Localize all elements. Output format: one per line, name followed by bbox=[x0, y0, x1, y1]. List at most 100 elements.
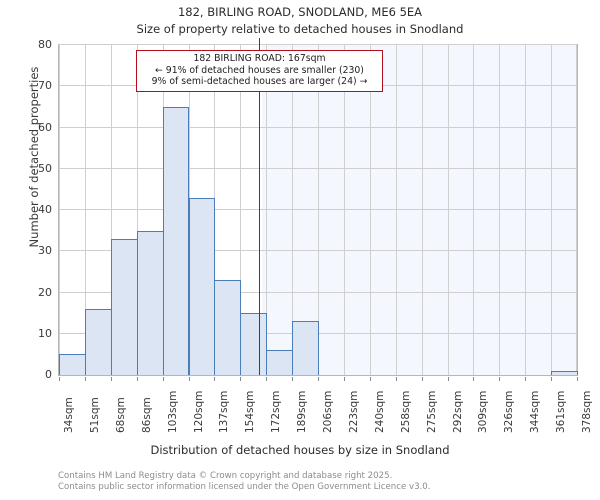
x-axis-tick-mark bbox=[59, 377, 60, 381]
x-axis-tick-label: 51sqm bbox=[88, 397, 101, 433]
x-axis-tick-label: 103sqm bbox=[166, 390, 179, 433]
y-axis-label: Number of detached properties bbox=[27, 66, 41, 248]
chart-subtitle: Size of property relative to detached ho… bbox=[136, 22, 464, 36]
x-axis-label: Distribution of detached houses by size … bbox=[150, 443, 450, 457]
histogram-bar bbox=[266, 350, 294, 375]
x-axis-tick-mark bbox=[84, 377, 86, 381]
x-axis-tick-mark bbox=[318, 377, 319, 381]
histogram-bar bbox=[110, 238, 138, 375]
x-axis-tick-label: 223sqm bbox=[347, 390, 360, 433]
annotation-line-1: 182 BIRLING ROAD: 167sqm bbox=[193, 53, 326, 64]
y-axis-tick-label: 0 bbox=[45, 368, 52, 381]
histogram-bar bbox=[162, 106, 190, 375]
gridline-horizontal bbox=[59, 167, 577, 169]
x-axis-tick-label: 154sqm bbox=[244, 390, 257, 433]
gridline-vertical bbox=[266, 45, 268, 375]
x-axis-tick-mark bbox=[343, 377, 345, 381]
y-axis-tick-label: 50 bbox=[38, 161, 52, 175]
gridline-vertical bbox=[343, 45, 345, 375]
gridline-vertical bbox=[59, 45, 60, 375]
plot-area bbox=[58, 44, 578, 376]
gridline-vertical bbox=[525, 45, 527, 375]
x-axis-tick-mark bbox=[577, 377, 578, 381]
x-axis-tick-label: 240sqm bbox=[373, 390, 386, 433]
x-axis-tick-label: 275sqm bbox=[425, 390, 438, 433]
gridline-horizontal bbox=[59, 209, 577, 210]
gridline-vertical bbox=[84, 45, 86, 375]
gridline-vertical bbox=[421, 45, 423, 375]
x-axis-tick-mark bbox=[292, 377, 294, 381]
x-axis-tick-label: 378sqm bbox=[581, 390, 593, 433]
annotation-line-2: ← 91% of detached houses are smaller (23… bbox=[155, 64, 364, 76]
annotation-line-3: 9% of semi-detached houses are larger (2… bbox=[151, 76, 368, 87]
gridline-vertical bbox=[292, 45, 294, 375]
x-axis-tick-label: 361sqm bbox=[555, 390, 568, 433]
histogram-bar bbox=[84, 309, 112, 375]
x-axis-tick-label: 258sqm bbox=[399, 390, 412, 433]
x-axis-tick-mark bbox=[421, 377, 423, 381]
x-axis-tick-mark bbox=[473, 377, 475, 381]
histogram-bar bbox=[136, 230, 164, 375]
annotation-box: 182 BIRLING ROAD: 167sqm ← 91% of detach… bbox=[136, 50, 383, 92]
x-axis-tick-label: 189sqm bbox=[296, 390, 309, 433]
x-axis-tick-label: 34sqm bbox=[63, 397, 75, 433]
gridline-vertical bbox=[395, 45, 397, 375]
chart-title: 182, BIRLING ROAD, SNODLAND, ME6 5EA bbox=[177, 5, 423, 19]
gridline-vertical bbox=[110, 45, 112, 375]
property-marker-line bbox=[259, 45, 261, 375]
gridline-vertical bbox=[447, 45, 449, 375]
x-axis-tick-label: 172sqm bbox=[270, 390, 283, 433]
footer-attribution: Contains HM Land Registry data © Crown c… bbox=[58, 471, 430, 493]
x-axis-tick-mark bbox=[188, 377, 190, 381]
x-axis-tick-label: 326sqm bbox=[503, 390, 516, 433]
shaded-larger-region bbox=[262, 45, 577, 375]
gridline-vertical bbox=[473, 45, 475, 375]
gridline-vertical bbox=[499, 45, 501, 375]
x-axis-tick-label: 344sqm bbox=[529, 390, 542, 433]
x-axis-tick-label: 86sqm bbox=[140, 397, 153, 433]
y-axis-tick-label: 30 bbox=[38, 244, 52, 258]
y-axis-tick-label: 70 bbox=[38, 79, 52, 93]
histogram-bar bbox=[240, 313, 268, 375]
x-axis-tick-mark bbox=[369, 377, 371, 381]
y-axis-tick-label: 80 bbox=[38, 38, 52, 51]
x-axis-tick-mark bbox=[499, 377, 501, 381]
gridline-vertical bbox=[369, 45, 371, 375]
gridline-vertical bbox=[240, 45, 242, 375]
histogram-bar bbox=[59, 354, 86, 375]
gridline-horizontal bbox=[59, 291, 577, 293]
gridline-vertical bbox=[551, 45, 553, 375]
histogram-bar bbox=[214, 280, 242, 375]
gridline-horizontal bbox=[59, 44, 577, 45]
x-axis-tick-mark bbox=[447, 377, 449, 381]
histogram-bar bbox=[188, 197, 216, 375]
y-axis-tick-label: 60 bbox=[38, 120, 52, 134]
x-axis-tick-mark bbox=[162, 377, 164, 381]
x-axis-tick-mark bbox=[551, 377, 553, 381]
x-axis-tick-label: 206sqm bbox=[322, 390, 334, 433]
property-marker-tick bbox=[259, 38, 261, 45]
x-axis-tick-mark bbox=[395, 377, 397, 381]
y-axis-tick-label: 20 bbox=[38, 285, 52, 299]
x-axis-tick-mark bbox=[110, 377, 112, 381]
gridline-vertical bbox=[318, 45, 319, 375]
x-axis-tick-mark bbox=[136, 377, 138, 381]
x-axis-tick-label: 68sqm bbox=[114, 397, 127, 433]
gridline-horizontal bbox=[59, 126, 577, 128]
y-axis-tick-label: 40 bbox=[38, 203, 52, 216]
x-axis-tick-label: 120sqm bbox=[192, 390, 205, 433]
x-axis-tick-label: 137sqm bbox=[218, 390, 231, 433]
footer-line-1: Contains HM Land Registry data © Crown c… bbox=[58, 471, 393, 481]
x-axis-tick-mark bbox=[266, 377, 268, 381]
gridline-horizontal bbox=[59, 250, 577, 252]
x-axis-tick-mark bbox=[240, 377, 242, 381]
footer-line-2: Contains public sector information licen… bbox=[58, 482, 431, 492]
chart-title-block: 182, BIRLING ROAD, SNODLAND, ME6 5EA Siz… bbox=[0, 4, 600, 38]
gridline-vertical bbox=[136, 45, 138, 375]
histogram-bar bbox=[551, 370, 578, 375]
x-axis-tick-label: 309sqm bbox=[477, 390, 490, 433]
x-axis-tick-mark bbox=[214, 377, 216, 381]
histogram-bar bbox=[292, 321, 319, 375]
y-axis-tick-label: 10 bbox=[38, 326, 52, 340]
